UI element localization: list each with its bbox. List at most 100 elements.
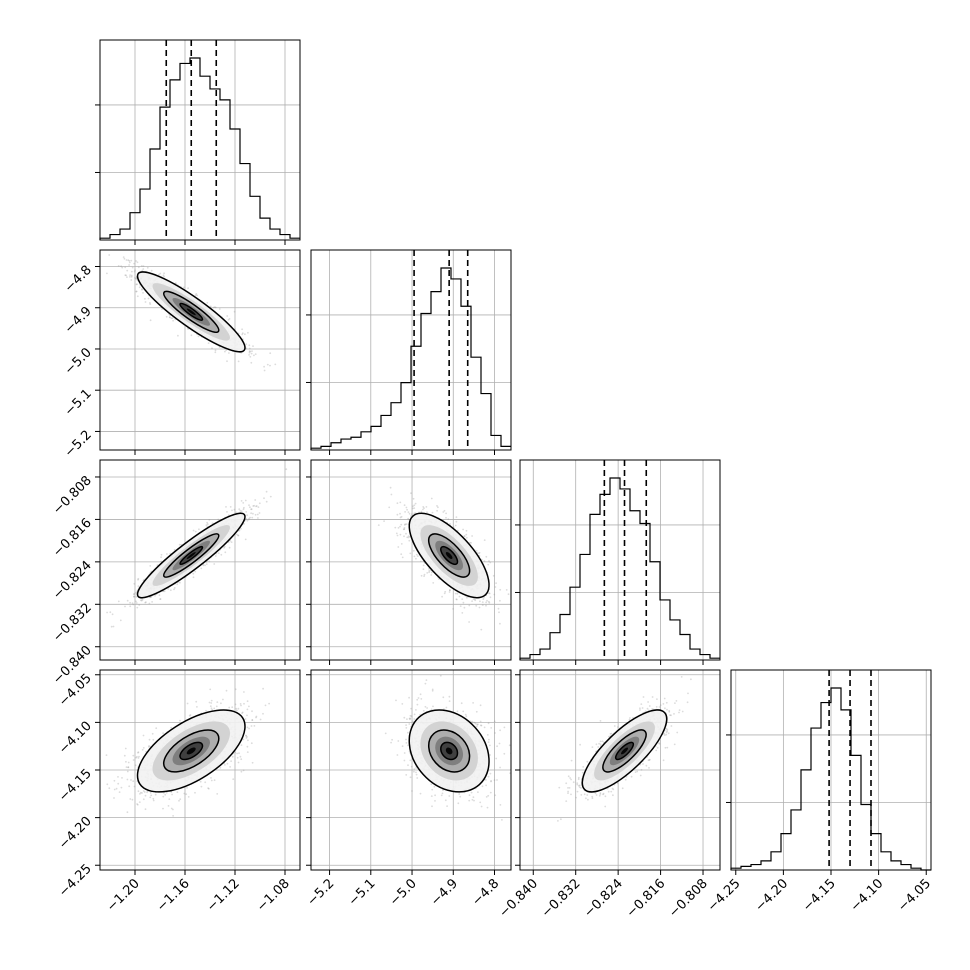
scatter-point [137, 577, 140, 580]
scatter-point [400, 543, 403, 545]
scatter-point [430, 571, 433, 574]
scatter-point [449, 589, 451, 592]
scatter-point [204, 564, 206, 567]
scatter-point [123, 257, 126, 260]
scatter-point [478, 606, 481, 609]
scatter-point [128, 260, 131, 262]
scatter-point [263, 365, 265, 368]
scatter-point [173, 548, 176, 551]
scatter-point [237, 534, 240, 537]
scatter-point [160, 553, 163, 556]
scatter-point [192, 576, 195, 579]
scatter-point [130, 279, 133, 281]
scatter-point [250, 352, 253, 355]
histogram-step-0 [99, 57, 300, 240]
scatter-point [217, 552, 220, 554]
scatter-point [240, 500, 243, 502]
scatter-point [405, 523, 408, 525]
scatter-point [444, 590, 447, 593]
scatter-point [242, 502, 245, 504]
scatter-point [412, 497, 415, 500]
scatter-point [172, 319, 175, 322]
scatter-point [252, 505, 255, 507]
scatter-point [220, 702, 222, 705]
scatter-point [154, 793, 157, 796]
scatter-point [377, 524, 380, 526]
scatter-point [422, 506, 425, 508]
scatter-point [235, 533, 238, 536]
scatter-point [478, 551, 481, 554]
scatter-point [488, 592, 490, 594]
scatter-point [403, 535, 405, 538]
scatter-point [413, 507, 416, 509]
density-contour-5 [186, 551, 196, 560]
scatter-point [407, 536, 410, 539]
scatter-frame [99, 249, 301, 451]
scatter-point [208, 560, 211, 563]
scatter-point [142, 268, 145, 270]
scatter-point [249, 506, 251, 509]
scatter-point [124, 274, 127, 277]
scatter-point [445, 512, 447, 515]
scatter-point [472, 598, 475, 600]
scatter-point [487, 563, 490, 566]
scatter-point [149, 596, 151, 599]
scatter-point [142, 265, 145, 267]
scatter-point [249, 350, 252, 353]
scatter-point [471, 535, 473, 537]
scatter-point [135, 290, 138, 293]
scatter-point [416, 555, 419, 557]
scatter-point [468, 604, 471, 607]
scatter-point [251, 350, 253, 352]
scatter-point [212, 306, 215, 309]
scatter-point [426, 572, 429, 574]
scatter-point [137, 266, 140, 269]
scatter-point [140, 599, 142, 602]
scatter-point [407, 511, 410, 513]
scatter-point [448, 591, 451, 593]
scatter-point [209, 305, 212, 308]
scatter-point [128, 785, 131, 788]
scatter-point [240, 704, 242, 707]
scatter-point [242, 508, 245, 511]
scatter-point [130, 259, 133, 262]
scatter-point [248, 504, 250, 507]
scatter-point [237, 534, 239, 537]
scatter-point [404, 523, 407, 526]
scatter-point [194, 294, 197, 296]
scatter-point [144, 301, 147, 303]
scatter-point [152, 799, 155, 802]
scatter-clip-group [100, 460, 300, 660]
histogram-panel-3 [726, 669, 932, 871]
histogram-frame-1 [310, 249, 512, 451]
scatter-frame [310, 459, 512, 661]
scatter-point [227, 319, 230, 321]
scatter-point [224, 764, 226, 766]
scatter-point [445, 516, 447, 519]
scatter-clip-group [100, 670, 300, 870]
scatter-point [430, 497, 433, 500]
scatter-point [169, 589, 172, 592]
scatter-point [151, 601, 154, 603]
scatter-point [136, 295, 139, 298]
scatter-point [255, 505, 257, 508]
scatter-point [244, 333, 246, 336]
scatter-point [395, 532, 398, 535]
scatter-point [202, 564, 205, 567]
scatter-point [168, 798, 171, 800]
scatter-point [449, 589, 451, 592]
scatter-point [488, 592, 491, 595]
scatter-point [269, 495, 272, 498]
scatter-point [485, 601, 487, 604]
scatter-point [426, 511, 428, 514]
scatter-point [241, 328, 244, 331]
scatter-point [413, 512, 416, 515]
scatter-point [136, 803, 139, 806]
scatter-point [200, 567, 203, 570]
scatter-point [136, 261, 139, 264]
scatter-point [177, 334, 179, 337]
scatter-point [443, 592, 446, 595]
scatter-point [219, 766, 222, 769]
scatter-point [397, 527, 400, 529]
